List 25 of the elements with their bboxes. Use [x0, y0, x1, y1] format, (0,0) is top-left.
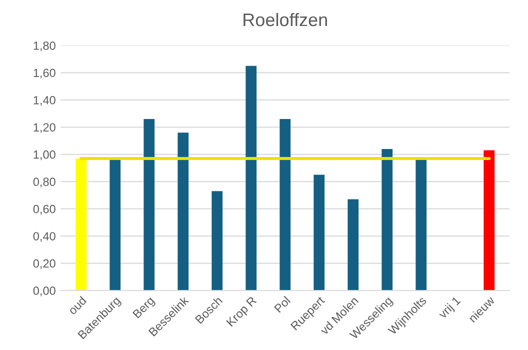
- y-tick-label: 0,20: [33, 259, 56, 270]
- y-tick-label: 1,40: [34, 96, 56, 106]
- bar: [484, 150, 495, 290]
- x-tick-label: vrij 1: [438, 296, 462, 321]
- x-tick-label: Pol: [274, 296, 291, 313]
- bar: [382, 148, 393, 290]
- chart-title: Roeloffzen: [244, 12, 327, 26]
- bar: [144, 119, 155, 290]
- bar: [246, 66, 257, 290]
- bar: [110, 160, 121, 290]
- bar: [416, 160, 427, 290]
- bar: [280, 119, 291, 290]
- y-tick-label: 1,60: [34, 68, 56, 79]
- bar: [348, 199, 359, 290]
- y-tick-label: 1,00: [34, 150, 56, 160]
- y-tick-label: 0,00: [33, 286, 56, 296]
- y-tick-label: 1,20: [34, 123, 56, 133]
- bar: [178, 132, 189, 290]
- y-tick-label: 0,80: [33, 178, 56, 188]
- y-tick-label: 0,40: [33, 232, 56, 242]
- y-tick-label: 1,80: [34, 42, 56, 52]
- bar: [212, 191, 223, 290]
- bar: [314, 174, 325, 290]
- bar: [76, 158, 87, 290]
- y-tick-label: 0,60: [33, 204, 56, 215]
